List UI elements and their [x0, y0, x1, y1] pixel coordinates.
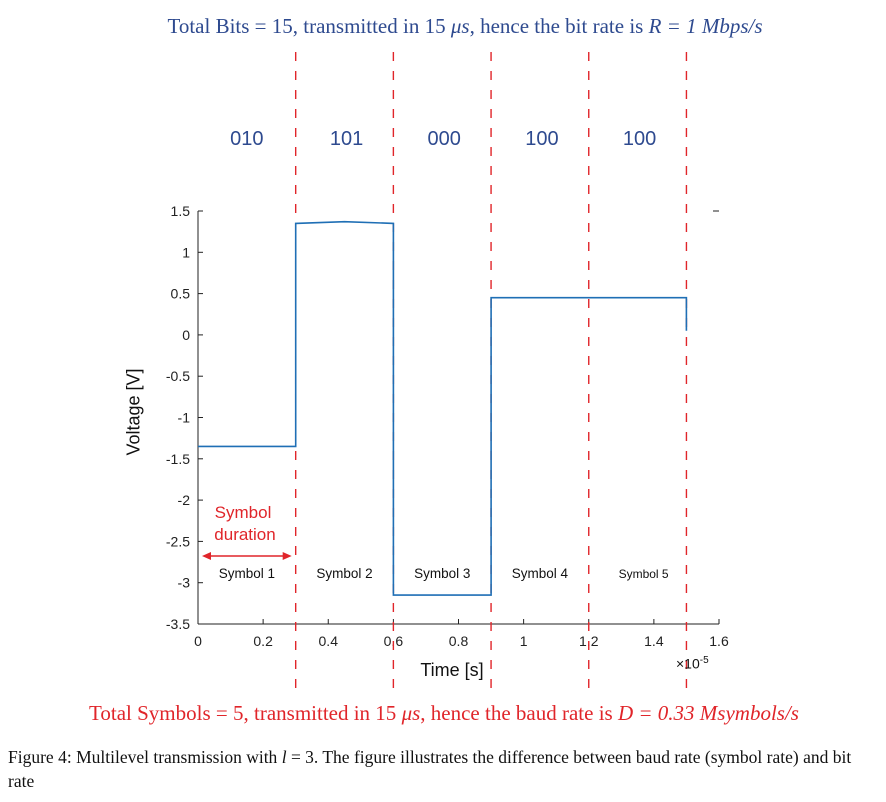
y-tick-label: -3.5 [166, 616, 190, 632]
bit-rate-caption: Total Bits = 15, transmitted in 15 μs, h… [0, 14, 886, 39]
symbol-duration-label-line1: Symbol [215, 503, 272, 522]
symbol-duration-arrow-left-head [202, 552, 211, 560]
symbol-label: Symbol 2 [316, 566, 372, 581]
figure-caption: Figure 4: Multilevel transmission with l… [8, 745, 880, 793]
baud-rate-caption-unit: μs [401, 701, 421, 725]
bit-group-label: 101 [330, 128, 363, 150]
figure-text-before: Multilevel transmission with [71, 747, 282, 767]
x-axis-exponent-base: ×10 [676, 655, 700, 672]
x-axis-exponent-power: -5 [699, 655, 709, 666]
y-tick-label: -1.5 [166, 451, 190, 467]
baud-rate-formula: D = 0.33 Msymbols/s [617, 701, 799, 725]
baud-rate-caption-prefix: Total Symbols = 5, transmitted in 15 [89, 701, 402, 725]
x-tick-label: 0 [194, 633, 202, 649]
bit-group-label: 000 [428, 128, 461, 150]
y-tick-label: -2 [178, 492, 191, 508]
bit-rate-formula: R = 1 Mbps/s [648, 14, 763, 38]
y-tick-label: 0 [182, 327, 190, 343]
x-tick-label: 0.8 [449, 633, 469, 649]
baud-rate-caption: Total Symbols = 5, transmitted in 15 μs,… [0, 701, 886, 726]
y-tick-label: -0.5 [166, 368, 190, 384]
y-tick-label: -3 [178, 575, 191, 591]
figure-variable: l [281, 747, 287, 767]
y-tick-label: -2.5 [166, 533, 190, 549]
bit-rate-caption-unit: μs [450, 14, 470, 38]
x-axis-label: Time [s] [420, 660, 484, 680]
y-tick-label: 0.5 [171, 286, 191, 302]
bit-rate-caption-prefix: Total Bits = 15, transmitted in 15 [167, 14, 451, 38]
bit-group-label: 100 [525, 128, 558, 150]
symbol-label: Symbol 4 [512, 566, 569, 581]
y-tick-label: -1 [178, 410, 191, 426]
x-tick-label: 0.4 [319, 633, 339, 649]
baud-rate-caption-middle: , hence the baud rate is [420, 701, 618, 725]
y-tick-label: 1.5 [171, 203, 191, 219]
symbol-label: Symbol 5 [619, 567, 669, 581]
y-tick-label: 1 [182, 244, 190, 260]
symbol-label: Symbol 3 [414, 566, 470, 581]
x-tick-label: 1.6 [709, 633, 729, 649]
x-tick-label: 1.4 [644, 633, 664, 649]
x-tick-label: 0.2 [253, 633, 273, 649]
signal-line [198, 220, 688, 596]
bit-rate-caption-middle: , hence the bit rate is [469, 14, 649, 38]
bit-group-label: 100 [623, 128, 656, 150]
symbol-duration-label-line2: duration [214, 525, 275, 544]
x-tick-label: 1 [520, 633, 528, 649]
bit-group-label: 010 [230, 128, 263, 150]
x-axis-exponent: ×10-5 [676, 655, 709, 672]
figure-label: Figure 4: [8, 747, 72, 767]
symbol-duration-arrow-right-head [282, 552, 292, 560]
figure-text-after: = 3. The figure illustrates the differen… [8, 747, 852, 791]
symbol-label: Symbol 1 [219, 566, 275, 581]
y-axis-label: Voltage [V] [123, 368, 144, 456]
